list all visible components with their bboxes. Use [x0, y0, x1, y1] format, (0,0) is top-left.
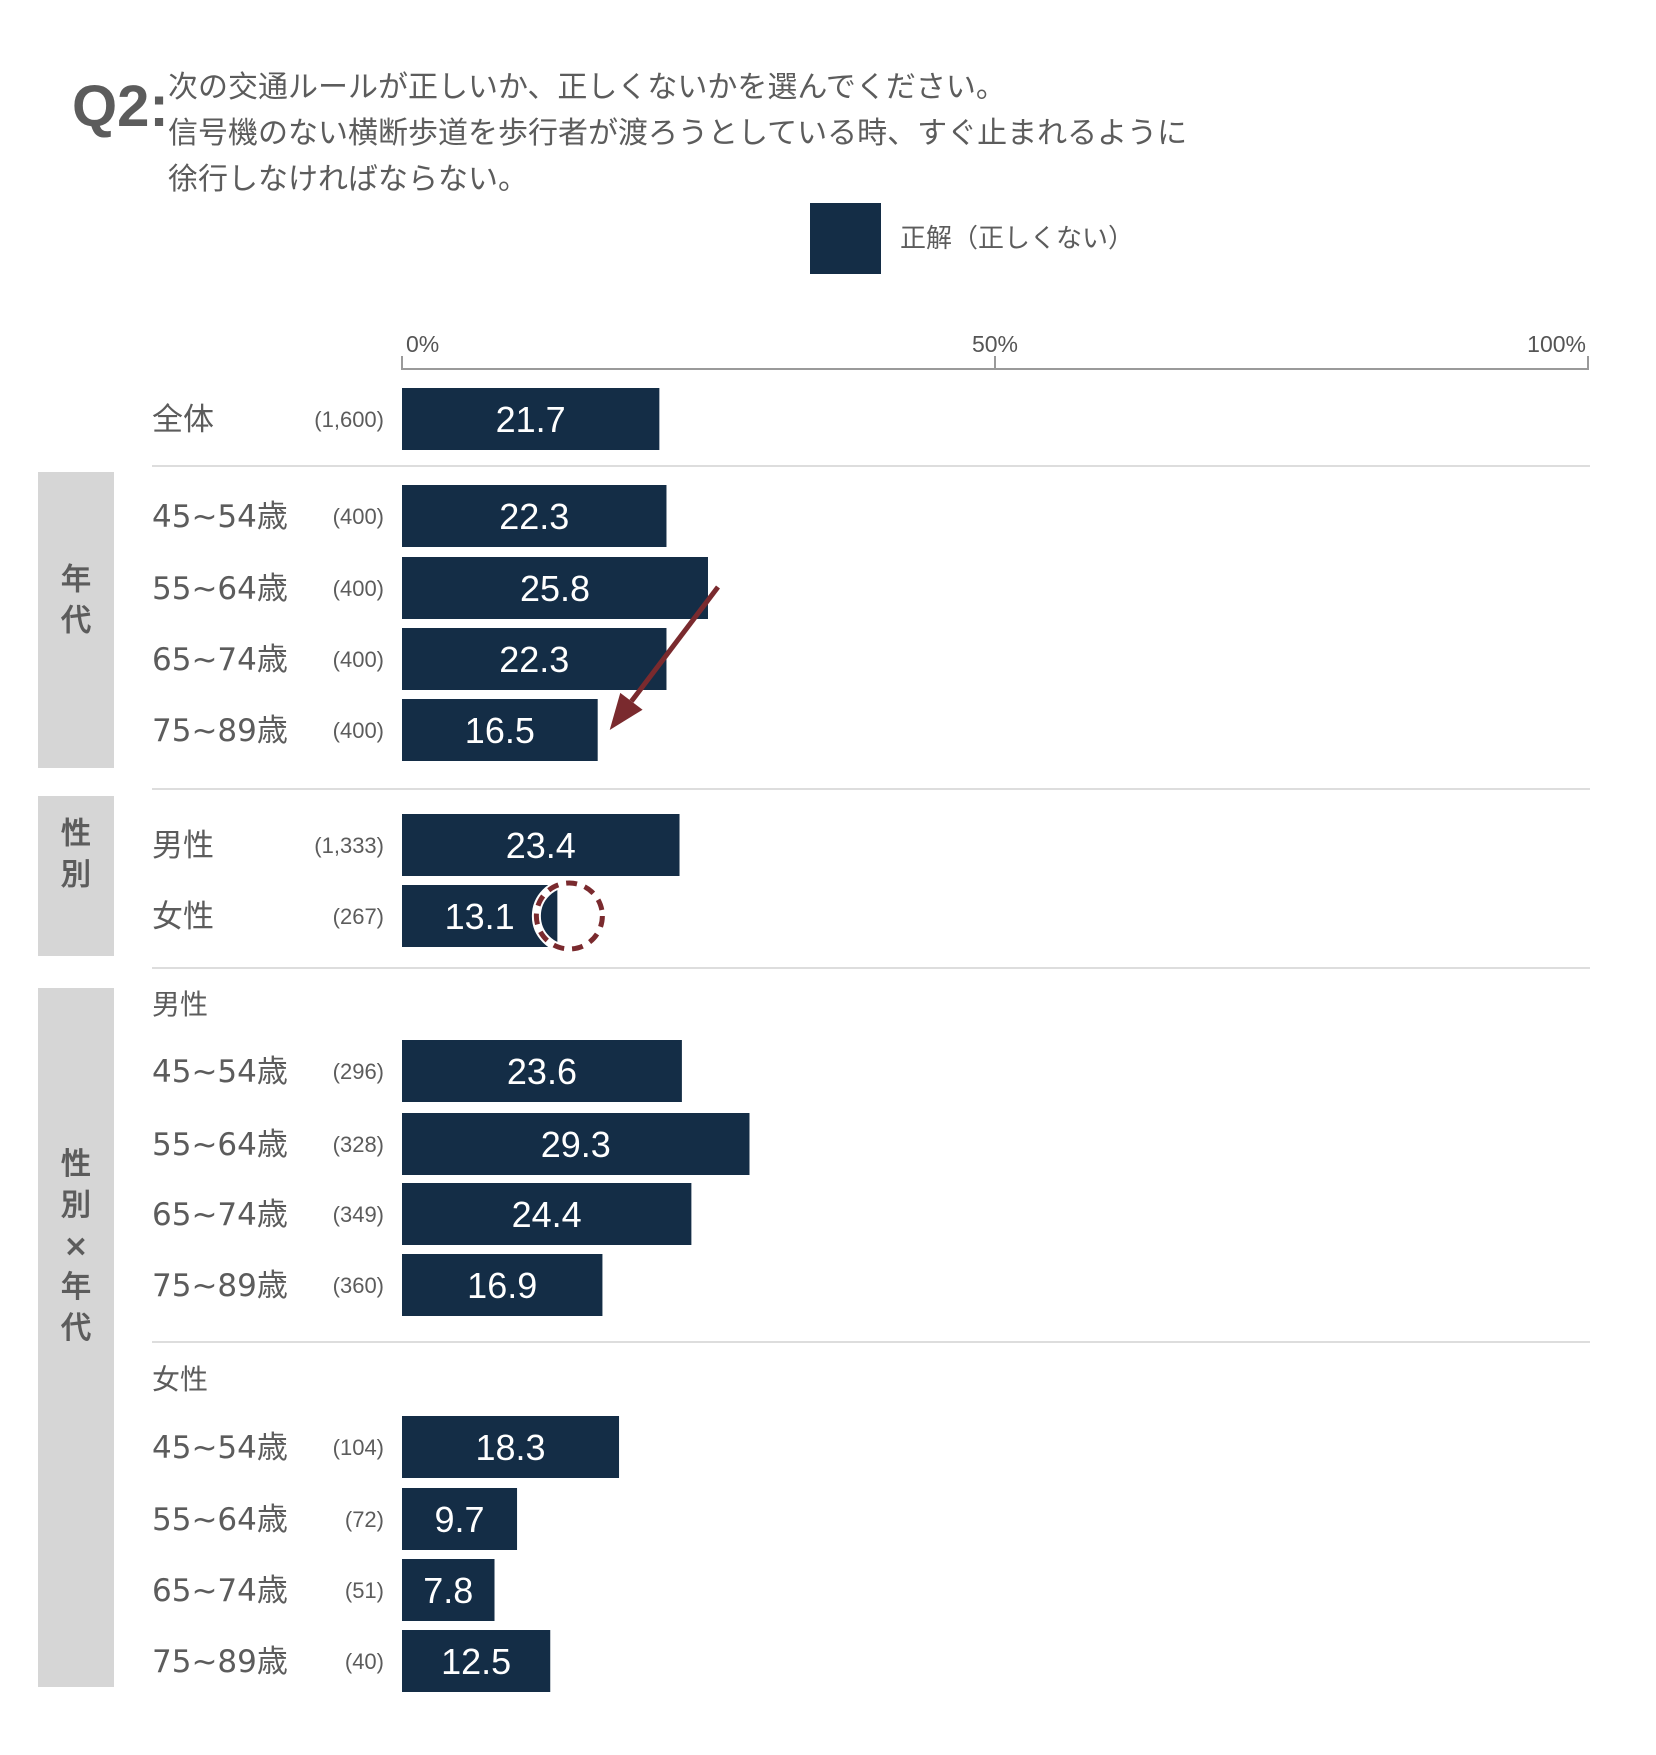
group-title-char: 別 — [61, 1188, 91, 1223]
highlight-circle — [533, 880, 605, 952]
trend-arrow-head — [609, 692, 643, 730]
subgroup-title: 女性 — [152, 1363, 208, 1396]
bar-value-label: 9.7 — [434, 1499, 484, 1540]
bar-value-label: 16.9 — [467, 1265, 537, 1306]
sample-size: (104) — [333, 1435, 384, 1460]
sample-size: (72) — [345, 1507, 384, 1532]
bar-value-label: 18.3 — [475, 1427, 545, 1468]
group-band — [38, 988, 114, 1687]
group-band — [38, 472, 114, 768]
question-line: 徐行しなければならない。 — [168, 162, 528, 197]
sample-size: (296) — [333, 1059, 384, 1084]
bar-value-label: 21.7 — [496, 399, 566, 440]
bar-value-label: 23.6 — [507, 1051, 577, 1092]
bar-value-label: 22.3 — [499, 496, 569, 537]
group-title-char: 年 — [61, 563, 91, 598]
question-line: 信号機のない横断歩道を歩行者が渡ろうとしている時、すぐ止まれるように — [168, 116, 1187, 151]
row-label: 75~89歳 — [152, 713, 288, 749]
bar-value-label: 25.8 — [520, 568, 590, 609]
question-line: 次の交通ルールが正しいか、正しくないかを選んでください。 — [168, 70, 1006, 105]
x-tick-label: 100% — [1527, 331, 1586, 357]
group-title-char: 性 — [61, 817, 91, 852]
sample-size: (1,333) — [314, 833, 384, 858]
row-label: 65~74歳 — [152, 642, 288, 678]
bar-value-label: 7.8 — [423, 1570, 473, 1611]
subgroup-title: 男性 — [152, 988, 208, 1021]
group-title-char: 性 — [61, 1147, 91, 1182]
bar — [402, 1488, 518, 1550]
sample-size: (349) — [333, 1202, 384, 1227]
bar-value-label: 13.1 — [445, 896, 515, 937]
row-label: 女性 — [152, 899, 214, 935]
sample-size: (360) — [333, 1273, 384, 1298]
bar — [402, 388, 660, 450]
bar-value-label: 16.5 — [465, 710, 535, 751]
bar-value-label: 23.4 — [506, 825, 576, 866]
bar-value-label: 24.4 — [512, 1194, 582, 1235]
row-label: 45~54歳 — [152, 1054, 288, 1090]
bar — [402, 1113, 750, 1175]
bar — [402, 1416, 620, 1478]
trend-arrow-line — [629, 585, 720, 703]
group-title-char: 代 — [60, 1311, 91, 1346]
row-label: 全体 — [152, 402, 214, 438]
bar — [402, 557, 708, 619]
sample-size: (400) — [333, 504, 384, 529]
group-band — [38, 796, 114, 956]
sample-size: (267) — [333, 904, 384, 929]
bar — [402, 885, 558, 947]
sample-size: (400) — [333, 576, 384, 601]
row-label: 男性 — [152, 828, 214, 864]
sample-size: (51) — [345, 1578, 384, 1603]
row-label: 75~89歳 — [152, 1644, 288, 1680]
row-label: 75~89歳 — [152, 1268, 288, 1304]
sample-size: (400) — [333, 647, 384, 672]
legend-label: 正解（正しくない） — [900, 224, 1134, 254]
row-label: 55~64歳 — [152, 1127, 288, 1163]
row-label: 65~74歳 — [152, 1573, 288, 1609]
bar — [402, 699, 598, 761]
group-title-char: 代 — [60, 604, 91, 639]
sample-size: (1,600) — [314, 407, 384, 432]
bar-value-label: 22.3 — [499, 639, 569, 680]
bar-value-label: 12.5 — [441, 1641, 511, 1682]
bar — [402, 1183, 692, 1245]
sample-size: (40) — [345, 1649, 384, 1674]
group-title-char: 年 — [61, 1270, 91, 1305]
row-label: 45~54歳 — [152, 1430, 288, 1466]
bar — [402, 1254, 603, 1316]
bar — [402, 485, 667, 547]
bar — [402, 628, 667, 690]
bar — [402, 814, 680, 876]
bar — [402, 1559, 495, 1621]
row-label: 45~54歳 — [152, 499, 288, 535]
legend-swatch — [810, 203, 881, 274]
question-label: Q2: — [72, 74, 169, 139]
x-tick-label: 0% — [406, 331, 439, 357]
row-label: 55~64歳 — [152, 571, 288, 607]
bar-value-label: 29.3 — [541, 1124, 611, 1165]
sample-size: (328) — [333, 1132, 384, 1157]
bar — [402, 1040, 682, 1102]
row-label: 65~74歳 — [152, 1197, 288, 1233]
bar — [402, 1630, 551, 1692]
group-title-char: 別 — [61, 858, 91, 893]
sample-size: (400) — [333, 718, 384, 743]
x-tick-label: 50% — [972, 331, 1018, 357]
row-label: 55~64歳 — [152, 1502, 288, 1538]
group-title-char: × — [63, 1229, 88, 1264]
